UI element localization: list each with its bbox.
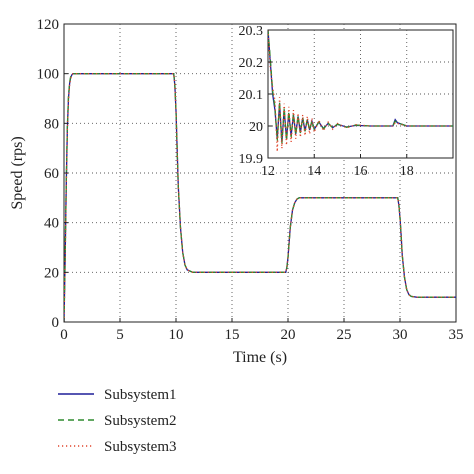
main-x-ticks: 0 5 10 15 20 25 30 35: [60, 318, 464, 343]
main-y-tick-label: 40: [44, 216, 59, 232]
inset-series: [268, 30, 453, 152]
inset-x-tick-label: 14: [307, 164, 321, 179]
inset-y-tick-label: 20.2: [239, 56, 264, 71]
inset-x-tick-label: 18: [400, 164, 414, 179]
main-y-tick-label: 80: [44, 116, 59, 132]
main-y-ticks: 0 20 40 60 80 100 120: [37, 17, 68, 331]
legend-item: Subsystem2: [58, 413, 177, 429]
legend: Subsystem1 Subsystem2 Subsystem3: [58, 387, 177, 455]
main-y-tick-label: 100: [37, 67, 60, 83]
main-y-tick-label: 60: [44, 166, 59, 182]
legend-label: Subsystem3: [104, 439, 177, 455]
inset-y-tick-label: 20.3: [239, 24, 264, 39]
legend-item: Subsystem1: [58, 387, 177, 403]
main-y-tick-label: 120: [37, 17, 60, 33]
main-x-tick-label: 30: [393, 327, 408, 343]
legend-label: Subsystem2: [104, 413, 177, 429]
main-y-tick-label: 0: [52, 315, 60, 331]
inset-y-tick-label: 19.9: [239, 152, 264, 167]
main-x-tick-label: 5: [116, 327, 124, 343]
inset-y-tick-label: 20.1: [239, 88, 264, 103]
inset-y-ticks: 19.9 20 20.1 20.2 20.3: [239, 24, 272, 167]
inset-plot: 12 14 16 18 19.9 20 20.1 20.2 20.3: [239, 24, 454, 179]
inset-series-subsystem3: [268, 30, 453, 152]
main-x-tick-label: 25: [337, 327, 352, 343]
main-series: [64, 73, 456, 322]
y-axis-label: Speed (rps): [9, 136, 26, 209]
main-x-tick-label: 0: [60, 327, 68, 343]
legend-label: Subsystem1: [104, 387, 177, 403]
main-x-tick-label: 35: [449, 327, 464, 343]
main-x-tick-label: 15: [225, 327, 240, 343]
main-y-tick-label: 20: [44, 265, 59, 281]
inset-x-ticks: 12 14 16 18: [261, 154, 414, 179]
inset-x-tick-label: 16: [354, 164, 368, 179]
main-x-tick-label: 10: [169, 327, 184, 343]
inset-series-subsystem2: [268, 30, 453, 144]
main-series-subsystem1: [64, 73, 456, 322]
inset-y-tick-label: 20: [249, 120, 263, 135]
inset-x-tick-label: 12: [261, 164, 275, 179]
legend-item: Subsystem3: [58, 439, 177, 455]
main-x-tick-label: 20: [281, 327, 296, 343]
x-axis-label: Time (s): [233, 349, 287, 366]
